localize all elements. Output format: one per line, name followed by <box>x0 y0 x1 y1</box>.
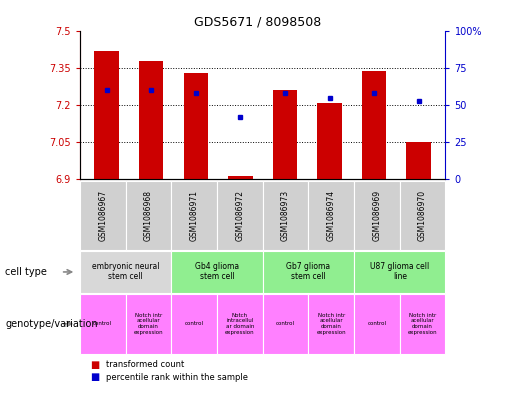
Text: percentile rank within the sample: percentile rank within the sample <box>106 373 248 382</box>
Text: transformed count: transformed count <box>106 360 184 369</box>
Text: control: control <box>367 321 386 326</box>
Bar <box>228 176 253 179</box>
Bar <box>317 103 342 179</box>
Text: GSM1086972: GSM1086972 <box>235 190 244 241</box>
Text: Gb4 glioma
stem cell: Gb4 glioma stem cell <box>195 262 239 281</box>
Text: GSM1086967: GSM1086967 <box>98 189 107 241</box>
Text: cell type: cell type <box>5 267 47 277</box>
Text: control: control <box>184 321 203 326</box>
Text: Notch
intracellul
ar domain
expression: Notch intracellul ar domain expression <box>225 313 254 335</box>
Text: GSM1086969: GSM1086969 <box>372 189 382 241</box>
Text: U87 glioma cell
line: U87 glioma cell line <box>370 262 430 281</box>
Text: GSM1086968: GSM1086968 <box>144 190 153 241</box>
Bar <box>406 142 431 179</box>
Text: genotype/variation: genotype/variation <box>5 319 98 329</box>
Bar <box>272 90 297 179</box>
Bar <box>362 71 386 179</box>
Text: GDS5671 / 8098508: GDS5671 / 8098508 <box>194 16 321 29</box>
Text: control: control <box>93 321 112 326</box>
Text: embryonic neural
stem cell: embryonic neural stem cell <box>92 262 159 281</box>
Bar <box>183 73 208 179</box>
Text: Gb7 glioma
stem cell: Gb7 glioma stem cell <box>286 262 331 281</box>
Text: GSM1086970: GSM1086970 <box>418 189 427 241</box>
Text: GSM1086973: GSM1086973 <box>281 189 290 241</box>
Text: GSM1086971: GSM1086971 <box>190 190 199 241</box>
Text: Notch intr
acellular
domain
expression: Notch intr acellular domain expression <box>316 313 346 335</box>
Text: control: control <box>276 321 295 326</box>
Text: ■: ■ <box>90 360 99 370</box>
Bar <box>94 51 119 179</box>
Text: Notch intr
acellular
domain
expression: Notch intr acellular domain expression <box>408 313 437 335</box>
Text: Notch intr
acellular
domain
expression: Notch intr acellular domain expression <box>133 313 163 335</box>
Text: ■: ■ <box>90 372 99 382</box>
Text: GSM1086974: GSM1086974 <box>327 189 336 241</box>
Bar <box>139 61 163 179</box>
